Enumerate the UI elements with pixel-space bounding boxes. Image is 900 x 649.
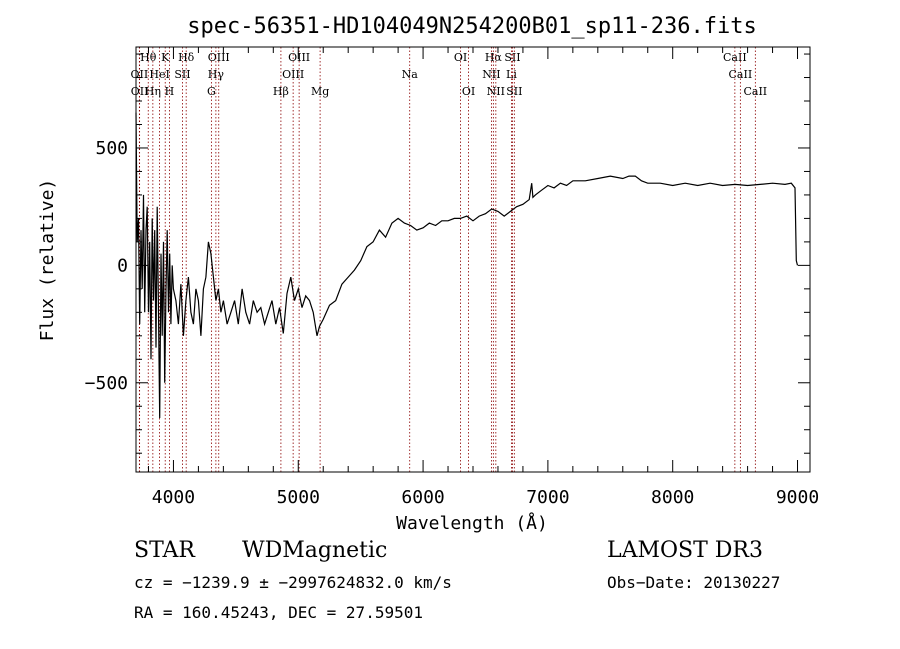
y-axis-label: Flux (relative)	[37, 179, 58, 342]
x-tick-label: 6000	[401, 487, 444, 508]
marker-label: Li	[506, 68, 517, 81]
marker-label: HeI	[149, 68, 169, 81]
marker-label: OI	[462, 85, 475, 98]
marker-label: G	[207, 85, 216, 98]
marker-label: OIII	[282, 68, 304, 81]
marker-label: Mg	[311, 85, 329, 98]
x-axis-label: Wavelength (Å)	[396, 512, 548, 534]
marker-label: Hβ	[273, 85, 289, 98]
x-tick-label: 4000	[152, 487, 195, 508]
x-tick-label: 8000	[651, 487, 694, 508]
marker-label: OI	[454, 51, 467, 64]
marker-label: OIII	[208, 51, 230, 64]
marker-label: Hδ	[178, 51, 195, 64]
marker-label: OII	[131, 85, 149, 98]
marker-label: Hη	[145, 85, 161, 98]
marker-label: Na	[402, 68, 419, 81]
marker-label: Hγ	[208, 68, 225, 81]
marker-label: OIII	[288, 51, 310, 64]
marker-label: K	[161, 51, 170, 64]
marker-label: CaII	[723, 51, 747, 64]
marker-label: SII	[504, 51, 520, 64]
obs-date: Obs−Date: 20130227	[607, 573, 781, 592]
axis-ticks: 4000 5000 6000 7000 8000 9000 −500 0 500	[85, 47, 819, 508]
marker-label: NII	[487, 85, 505, 98]
x-tick-label: 7000	[526, 487, 569, 508]
marker-label: OII	[131, 68, 149, 81]
marker-label: SII	[174, 68, 190, 81]
y-tick-label: 0	[117, 255, 128, 276]
marker-label: SII	[506, 85, 522, 98]
marker-label: CaII	[729, 68, 753, 81]
survey-name: LAMOST DR3	[607, 538, 763, 563]
spectrum-line	[135, 112, 799, 419]
marker-label: H	[165, 85, 175, 98]
marker-label: CaII	[743, 85, 767, 98]
x-tick-label: 9000	[776, 487, 819, 508]
coordinates: RA = 160.45243, DEC = 27.59501	[134, 603, 423, 622]
y-tick-label: 500	[95, 138, 128, 159]
marker-label: NII	[482, 68, 500, 81]
object-subclass: WDMagnetic	[242, 538, 388, 563]
chart-title: spec-56351-HD104049N254200B01_sp11-236.f…	[187, 14, 757, 39]
x-tick-label: 5000	[277, 487, 320, 508]
object-class: STAR	[134, 538, 195, 563]
redshift-readout: cz = −1239.9 ± −2997624832.0 km/s	[134, 573, 452, 592]
marker-label: Hα	[485, 51, 503, 64]
y-tick-label: −500	[85, 373, 128, 394]
plot-frame	[135, 46, 811, 473]
